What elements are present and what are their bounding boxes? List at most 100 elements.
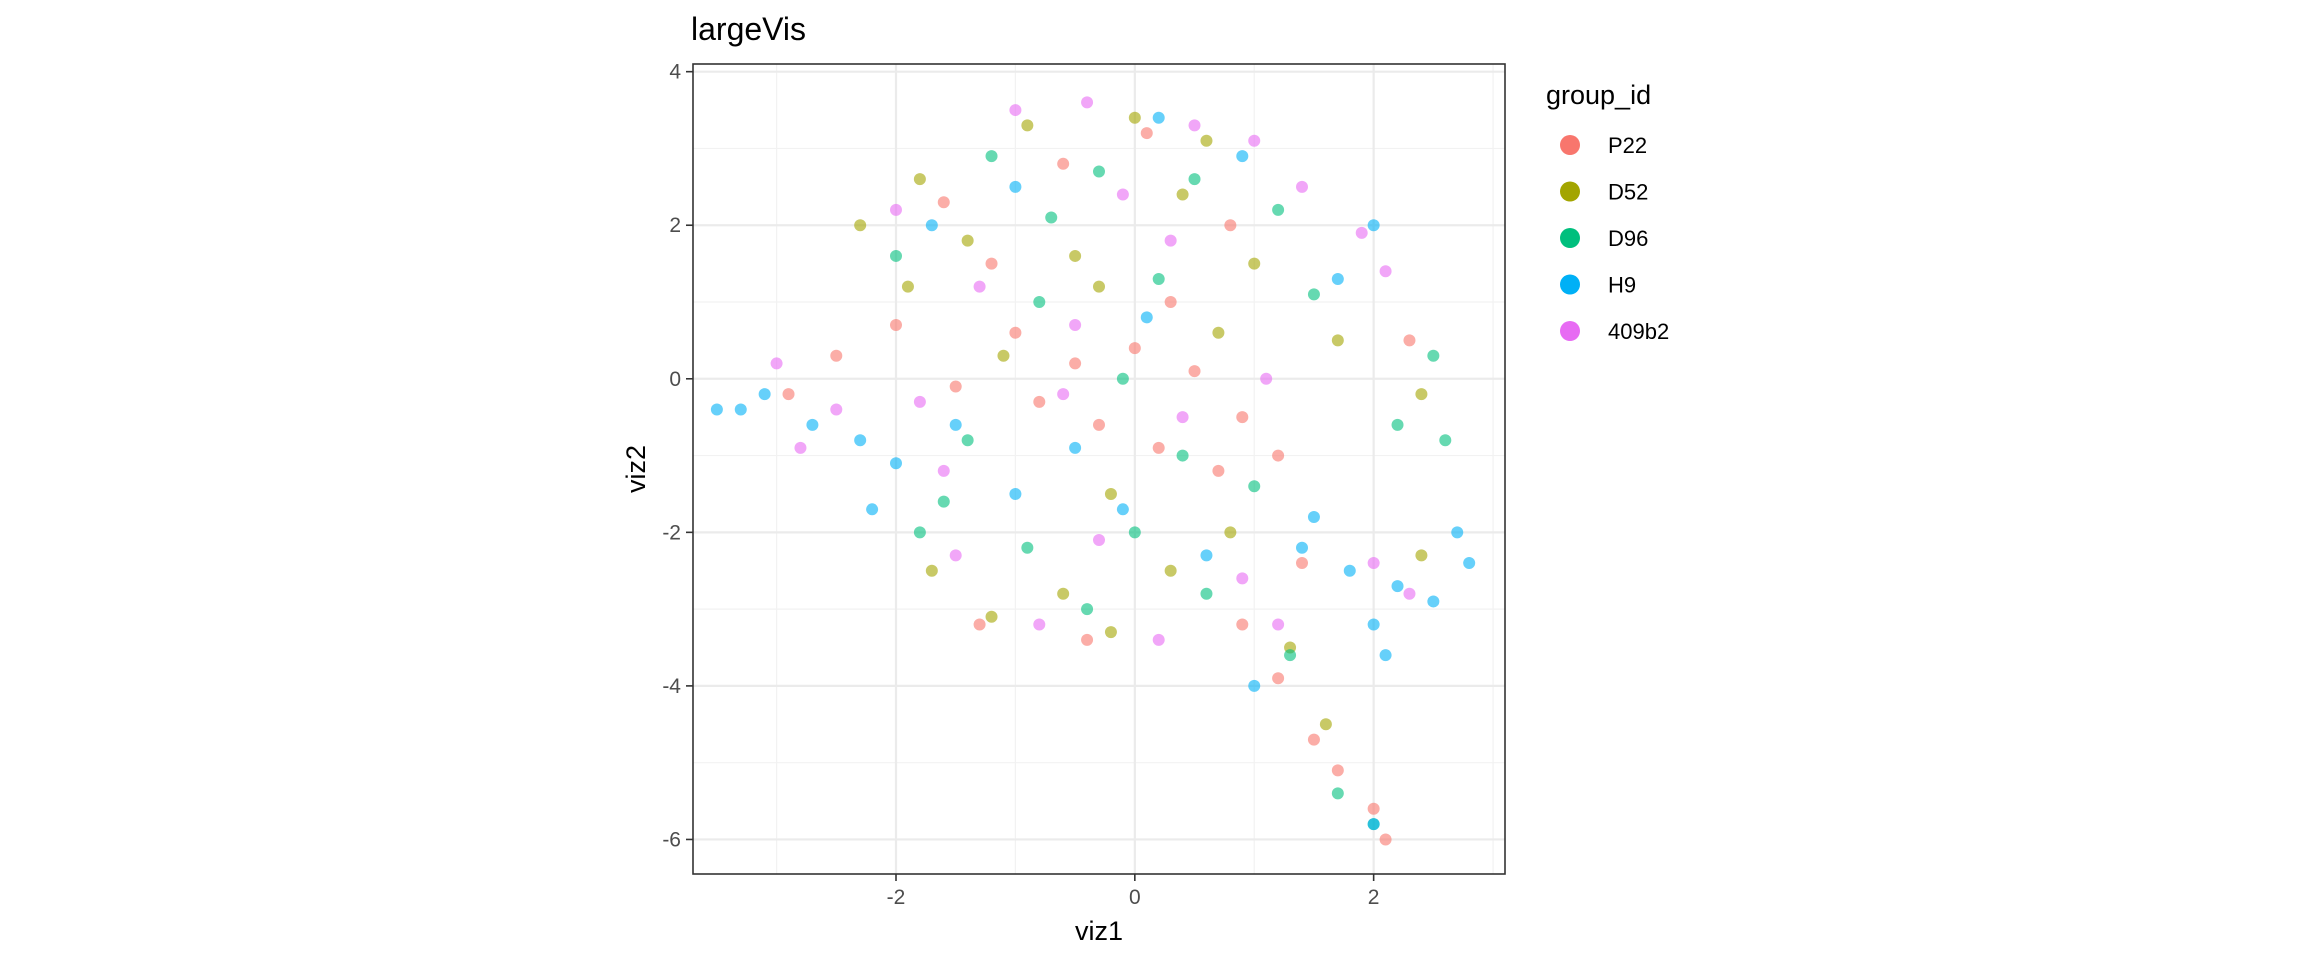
point-H9 — [1367, 618, 1380, 631]
point-H9 — [1463, 557, 1476, 570]
point-409b2 — [1236, 572, 1249, 585]
point-P22 — [937, 196, 950, 209]
point-D96 — [1045, 211, 1058, 224]
point-D96 — [1188, 173, 1201, 186]
point-H9 — [1236, 150, 1249, 163]
legend-label-D52: D52 — [1608, 180, 1648, 205]
point-D52 — [1200, 134, 1213, 147]
point-H9 — [734, 403, 747, 416]
point-409b2 — [1152, 633, 1165, 646]
y-tick-label: -2 — [662, 521, 681, 544]
point-H9 — [925, 219, 938, 232]
point-P22 — [1224, 219, 1237, 232]
point-P22 — [973, 618, 986, 631]
point-H9 — [1152, 111, 1165, 124]
point-P22 — [1367, 802, 1380, 815]
point-P22 — [1033, 395, 1046, 408]
legend-key-P22 — [1560, 135, 1580, 155]
point-D52 — [901, 280, 914, 293]
point-P22 — [1069, 357, 1082, 370]
point-H9 — [1116, 503, 1129, 516]
point-409b2 — [1188, 119, 1201, 132]
point-P22 — [830, 349, 843, 362]
point-409b2 — [794, 441, 807, 454]
point-409b2 — [1116, 188, 1129, 201]
point-P22 — [1331, 764, 1344, 777]
point-H9 — [1379, 649, 1392, 662]
legend: group_id P22 D52 D96 H9 409b2 — [1546, 80, 1669, 344]
legend-key-409b2 — [1560, 321, 1580, 341]
point-D96 — [1331, 787, 1344, 800]
point-P22 — [1093, 418, 1105, 431]
point-H9 — [949, 418, 962, 431]
x-axis: -2 0 2 — [887, 874, 1380, 909]
point-P22 — [1140, 127, 1153, 140]
point-P22 — [1403, 334, 1416, 347]
data-points — [710, 96, 1476, 846]
point-D52 — [1248, 257, 1261, 270]
legend-key-D96 — [1560, 228, 1580, 248]
point-409b2 — [1355, 226, 1368, 239]
point-D96 — [1116, 372, 1129, 385]
point-409b2 — [1379, 265, 1392, 278]
x-tick-label: 0 — [1129, 886, 1141, 909]
point-H9 — [1248, 679, 1261, 692]
point-H9 — [806, 418, 819, 431]
point-D96 — [961, 434, 974, 447]
point-H9 — [1009, 180, 1022, 193]
point-P22 — [1212, 464, 1225, 477]
point-P22 — [1009, 326, 1022, 339]
y-tick-label: -6 — [662, 828, 681, 851]
point-H9 — [1296, 541, 1308, 554]
point-D96 — [890, 249, 902, 262]
point-409b2 — [770, 357, 783, 370]
y-tick-label: 4 — [669, 61, 681, 84]
point-409b2 — [1403, 587, 1416, 600]
point-D96 — [1200, 587, 1213, 600]
point-P22 — [1236, 618, 1249, 631]
point-D96 — [1307, 288, 1320, 301]
point-P22 — [985, 257, 998, 270]
point-D52 — [1104, 626, 1117, 639]
point-D96 — [1391, 418, 1404, 431]
point-H9 — [1367, 219, 1380, 232]
point-D52 — [1057, 587, 1070, 600]
point-409b2 — [1033, 618, 1046, 631]
x-tick-label: 2 — [1368, 886, 1380, 909]
point-409b2 — [1069, 319, 1082, 332]
point-D52 — [1021, 119, 1034, 132]
point-409b2 — [1176, 411, 1189, 424]
point-D52 — [1069, 249, 1082, 262]
point-H9 — [866, 503, 879, 516]
grid-minor — [693, 64, 1505, 874]
point-409b2 — [890, 203, 902, 216]
point-D96 — [1439, 434, 1452, 447]
point-409b2 — [1260, 372, 1273, 385]
legend-label-409b2: 409b2 — [1608, 319, 1669, 344]
plot-panel — [693, 64, 1505, 874]
point-P22 — [1081, 633, 1094, 646]
point-D96 — [1284, 649, 1297, 662]
point-P22 — [1236, 411, 1249, 424]
point-409b2 — [1081, 96, 1094, 109]
point-409b2 — [973, 280, 986, 293]
legend-key-D52 — [1560, 181, 1580, 202]
point-D96 — [1033, 296, 1046, 309]
point-H9 — [1307, 510, 1320, 523]
point-409b2 — [1009, 104, 1022, 117]
point-P22 — [1188, 365, 1201, 378]
legend-label-H9: H9 — [1608, 273, 1636, 298]
point-H9 — [1391, 580, 1404, 593]
point-D52 — [1164, 564, 1177, 577]
point-D52 — [925, 564, 938, 577]
legend-key-H9 — [1560, 274, 1580, 295]
point-D96 — [1176, 449, 1189, 462]
point-H9 — [1427, 595, 1440, 608]
point-D96 — [1272, 203, 1285, 216]
point-D52 — [985, 610, 998, 623]
point-D52 — [1415, 388, 1428, 401]
y-tick-label: -4 — [662, 675, 681, 698]
point-D52 — [1224, 526, 1237, 539]
point-H9 — [1343, 564, 1356, 577]
y-tick-label: 2 — [669, 214, 681, 237]
